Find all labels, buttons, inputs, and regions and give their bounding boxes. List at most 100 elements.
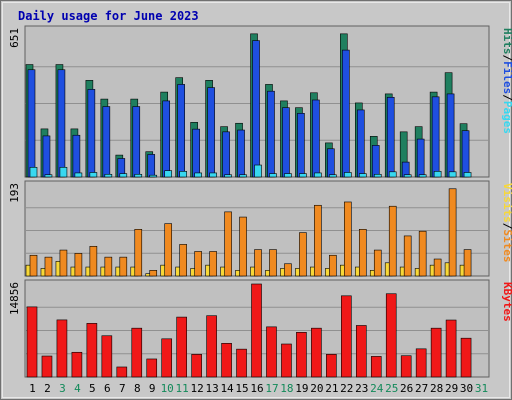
kbytes-bar-day-20 xyxy=(311,327,322,378)
files-bar-day-6 xyxy=(102,106,111,178)
sites-bar-day-23 xyxy=(358,229,367,277)
day-label-19: 19 xyxy=(295,382,308,395)
pages-bar-day-28 xyxy=(433,171,442,178)
series-pages xyxy=(29,164,472,178)
panel-1: 651 Hits/Files/Pages xyxy=(8,25,512,178)
sites-bar-day-19 xyxy=(299,232,307,277)
day-label-23: 23 xyxy=(355,382,368,395)
chart-panels: 651 Hits/Files/Pages 193Visits/Sites14856K… xyxy=(8,25,512,378)
pages-bar-day-2 xyxy=(44,174,53,178)
kbytes-bar-day-17 xyxy=(266,326,277,378)
sites-bar-day-1 xyxy=(29,254,38,277)
files-bar-day-14 xyxy=(222,131,230,178)
day-label-15: 15 xyxy=(235,382,248,395)
files-bar-day-5 xyxy=(87,89,96,178)
sites-bar-day-14 xyxy=(224,211,232,277)
files-bar-day-27 xyxy=(416,138,425,178)
sites-bar-day-30 xyxy=(463,249,472,277)
kbytes-bar-day-28 xyxy=(430,327,442,378)
kbytes-bar-day-24 xyxy=(370,356,382,378)
day-label-13: 13 xyxy=(205,382,218,395)
kbytes-bar-day-29 xyxy=(445,319,457,378)
day-label-31: 31 xyxy=(475,382,488,395)
files-bar-day-12 xyxy=(192,128,200,178)
legend-entry: Hits xyxy=(501,28,512,55)
day-label-6: 6 xyxy=(104,382,111,395)
files-bar-day-9 xyxy=(147,154,156,178)
kbytes-bar-day-25 xyxy=(385,293,397,378)
day-label-9: 9 xyxy=(149,382,156,395)
sites-bar-day-21 xyxy=(329,254,337,277)
files-bar-day-3 xyxy=(57,69,66,178)
files-bar-day-1 xyxy=(27,69,36,178)
day-label-26: 26 xyxy=(400,382,413,395)
pages-bar-day-12 xyxy=(194,172,202,178)
files-bar-day-17 xyxy=(267,90,275,178)
sites-bar-day-25 xyxy=(388,205,397,277)
kbytes-bar-day-15 xyxy=(236,348,247,378)
files-bar-day-16 xyxy=(252,40,260,178)
kbytes-bar-day-10 xyxy=(161,338,173,378)
pages-bar-day-20 xyxy=(314,172,322,178)
pages-bar-day-21 xyxy=(329,174,337,178)
sites-bar-day-10 xyxy=(164,223,173,277)
kbytes-bar-day-3 xyxy=(56,319,68,378)
kbytes-bar-day-2 xyxy=(41,355,53,378)
files-bar-day-4 xyxy=(72,134,81,178)
legend-entry: KBytes xyxy=(501,282,512,322)
files-bar-day-11 xyxy=(177,84,185,178)
panel-legend: Hits/Files/Pages xyxy=(501,28,512,134)
sites-bar-day-13 xyxy=(209,251,217,277)
sites-bar-day-17 xyxy=(269,249,277,277)
kbytes-bar-day-16 xyxy=(251,283,262,378)
panel-legend: KBytes xyxy=(501,282,512,322)
files-bar-day-19 xyxy=(297,113,305,178)
day-label-29: 29 xyxy=(445,382,458,395)
pages-bar-day-13 xyxy=(209,172,217,178)
kbytes-bar-day-6 xyxy=(101,335,113,378)
panel-max-label: 193 xyxy=(8,183,21,203)
panel-3: 14856 KBytes xyxy=(8,279,512,378)
kbytes-bar-day-14 xyxy=(221,343,232,378)
panel-2: 193 Visits/Sites xyxy=(8,180,512,277)
files-bar-day-20 xyxy=(312,99,320,178)
kbytes-bar-day-8 xyxy=(131,327,143,378)
series-files xyxy=(27,40,470,178)
day-label-24: 24 xyxy=(370,382,384,395)
files-bar-day-25 xyxy=(386,96,395,178)
day-label-4: 4 xyxy=(74,382,81,395)
legend-entry: Sites xyxy=(501,229,512,262)
files-bar-day-13 xyxy=(207,87,215,178)
day-label-27: 27 xyxy=(415,382,428,395)
kbytes-bar-day-21 xyxy=(326,354,337,378)
files-bar-day-2 xyxy=(42,135,51,178)
sites-bar-day-11 xyxy=(179,244,187,277)
pages-bar-day-7 xyxy=(119,173,128,178)
day-label-12: 12 xyxy=(191,382,204,395)
day-label-21: 21 xyxy=(325,382,338,395)
day-label-7: 7 xyxy=(119,382,126,395)
pages-bar-day-9 xyxy=(149,174,158,178)
kbytes-bar-day-4 xyxy=(71,351,83,378)
day-labels: 1 2 3 4 5 6 7 8 9 10 11 12 13 14 15 16 17 18 19 20 21 22 23 24 2… xyxy=(29,382,488,395)
files-bar-day-28 xyxy=(431,96,440,178)
pages-bar-day-4 xyxy=(74,172,83,178)
day-label-10: 10 xyxy=(161,382,174,395)
kbytes-bar-day-23 xyxy=(355,325,367,378)
panel-max-label: 651 xyxy=(8,28,21,48)
files-bar-day-24 xyxy=(371,145,380,178)
kbytes-bar-day-18 xyxy=(281,343,292,378)
legend-entry: / xyxy=(501,55,512,62)
pages-bar-day-22 xyxy=(344,172,352,178)
kbytes-bar-day-30 xyxy=(460,337,472,378)
pages-bar-day-15 xyxy=(239,174,247,178)
day-label-20: 20 xyxy=(310,382,323,395)
sites-bar-day-29 xyxy=(448,188,457,277)
files-bar-day-21 xyxy=(327,148,335,178)
pages-bar-day-8 xyxy=(134,173,143,178)
sites-bar-day-24 xyxy=(373,249,382,277)
day-label-30: 30 xyxy=(460,382,473,395)
files-bar-day-8 xyxy=(132,106,141,178)
